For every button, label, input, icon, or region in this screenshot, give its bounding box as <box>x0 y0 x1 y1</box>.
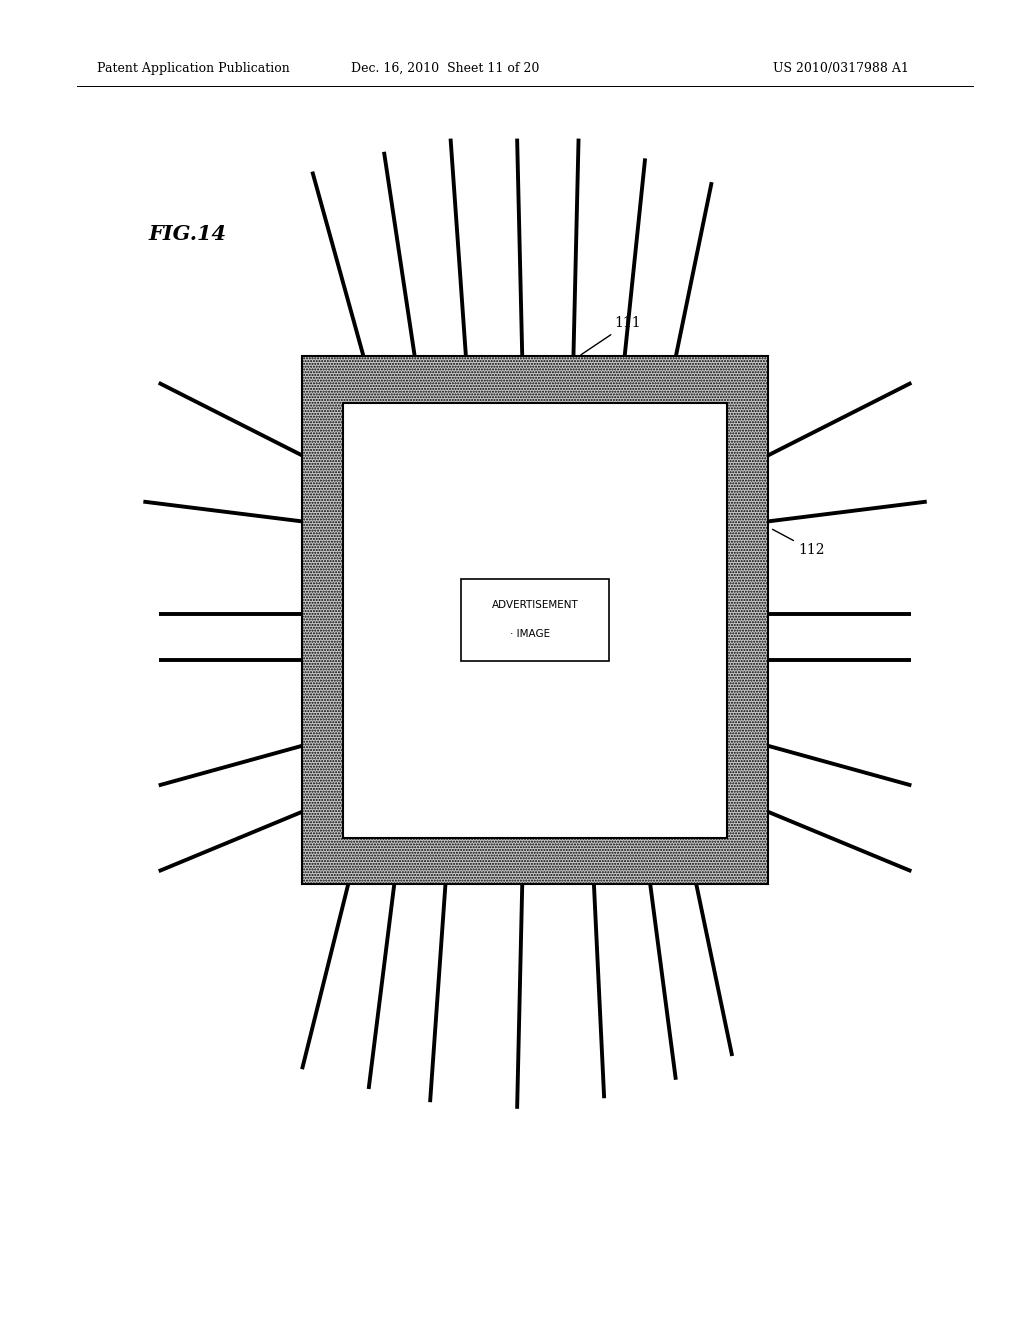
Text: ADVERTISEMENT: ADVERTISEMENT <box>492 599 579 610</box>
Bar <box>343 403 727 838</box>
Text: Patent Application Publication: Patent Application Publication <box>97 62 290 75</box>
Text: Dec. 16, 2010  Sheet 11 of 20: Dec. 16, 2010 Sheet 11 of 20 <box>351 62 540 75</box>
Text: 111: 111 <box>581 317 641 355</box>
Text: US 2010/0317988 A1: US 2010/0317988 A1 <box>773 62 909 75</box>
Text: 112: 112 <box>772 529 825 557</box>
Bar <box>461 579 609 661</box>
Text: · IMAGE: · IMAGE <box>510 628 550 639</box>
Bar <box>302 356 768 884</box>
Text: FIG.14: FIG.14 <box>148 224 226 244</box>
